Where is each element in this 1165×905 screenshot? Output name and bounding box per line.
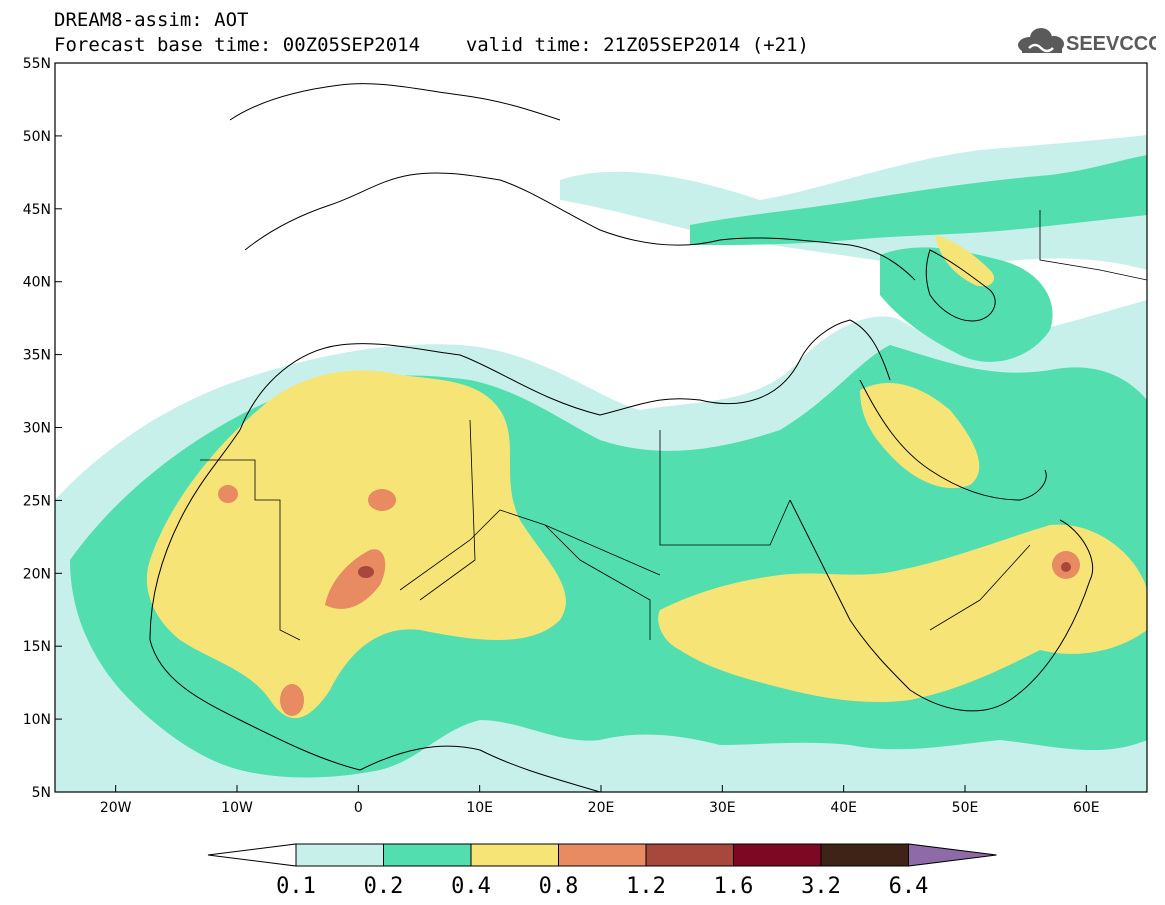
logo-text: SEEVCCC [1066, 33, 1156, 55]
aot-contour-0.2-north [690, 155, 1147, 245]
coastlines [149, 83, 1094, 792]
colorbar-swatch [470, 843, 559, 867]
lon-tick-label: 10W [221, 800, 253, 816]
lat-tick-label: 5N [32, 785, 51, 801]
colorbar-level-label: 0.2 [364, 874, 404, 899]
lat-tick-label: 35N [23, 348, 51, 364]
lat-tick-label: 55N [23, 56, 51, 72]
time-info: Forecast base time: 00Z05SEP2014 valid t… [54, 35, 809, 55]
colorbar-level-label: 0.8 [539, 874, 579, 899]
latitude-axis: 5N 10N 15N 20N 25N 30N 35N 40N 45N 50N 55N [23, 56, 62, 801]
lon-tick-label: 50E [952, 800, 979, 816]
colorbar-swatch [820, 843, 909, 867]
aot-contour-1.2-oman [1061, 562, 1071, 572]
colorbar-swatch [733, 843, 822, 867]
aot-field [55, 63, 1147, 792]
lat-tick-label: 10N [23, 712, 51, 728]
colorbar-level-label: 0.4 [451, 874, 491, 899]
aot-contour-0.4-west [146, 370, 566, 719]
lon-tick-label: 60E [1073, 800, 1100, 816]
colorbar-high-arrow [908, 843, 997, 867]
lat-tick-label: 30N [23, 421, 51, 437]
aot-contour-0.8-spot1 [368, 489, 396, 511]
colorbar-level-label: 0.1 [276, 874, 316, 899]
aot-contour-0.8-spot2 [218, 485, 238, 503]
colorbar-swatch [645, 843, 734, 867]
aot-contour-0.4-gulf [860, 382, 980, 489]
colorbar-level-label: 1.6 [714, 874, 754, 899]
valid-time: valid time: 21Z05SEP2014 (+21) [465, 34, 809, 56]
borders [200, 210, 1147, 641]
colorbar-low-arrow [207, 843, 297, 867]
aot-contour-0.2-caspian [880, 247, 1053, 362]
colorbar-swatch [558, 843, 647, 867]
lon-tick-label: 30E [709, 800, 736, 816]
cloud-icon [1018, 28, 1064, 53]
lat-tick-label: 25N [23, 493, 51, 509]
colorbar-swatch [295, 843, 384, 867]
aot-colorbar: 0.1 0.2 0.4 0.8 1.2 1.6 3.2 6.4 [207, 843, 997, 899]
colorbar-swatch [383, 843, 472, 867]
aot-contour-0.8-sahara [325, 549, 386, 609]
forecast-base-time: Forecast base time: 00Z05SEP2014 [54, 34, 421, 56]
lon-tick-label: 40E [830, 800, 857, 816]
aot-contour-1.2-sahara [358, 566, 374, 578]
aot-map: 20W 10W 0 10E 20E 30E 40E 50E 60E 5N 10N 15N 20N 25N… [23, 56, 1148, 816]
aot-contour-0.8-spot3 [280, 684, 304, 716]
lat-tick-label: 15N [23, 639, 51, 655]
lat-tick-label: 50N [23, 129, 51, 145]
colorbar-level-label: 1.2 [626, 874, 666, 899]
aot-contour-0.4-caspian [935, 235, 995, 287]
aot-contour-0.4-east [658, 524, 1147, 702]
lon-tick-label: 20W [100, 800, 132, 816]
chart-title: DREAM8-assim: AOT [54, 9, 249, 31]
lon-tick-label: 0 [354, 800, 363, 816]
longitude-axis: 20W 10W 0 10E 20E 30E 40E 50E 60E [100, 785, 1100, 816]
colorbar-level-label: 3.2 [801, 874, 841, 899]
lon-tick-label: 10E [466, 800, 493, 816]
lat-tick-label: 20N [23, 566, 51, 582]
lon-tick-label: 20E [588, 800, 615, 816]
seevccc-logo: SEEVCCC [1018, 28, 1156, 55]
lat-tick-label: 45N [23, 202, 51, 218]
colorbar-level-label: 6.4 [889, 874, 929, 899]
lat-tick-label: 40N [23, 275, 51, 291]
